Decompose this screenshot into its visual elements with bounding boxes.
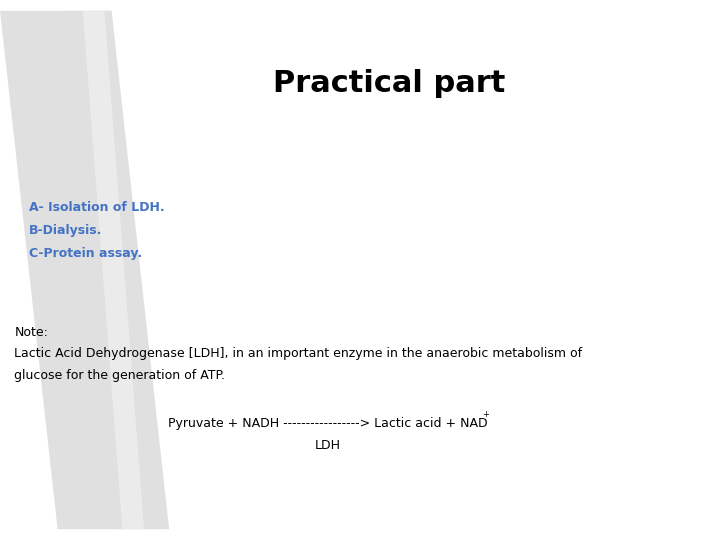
Text: glucose for the generation of ATP.: glucose for the generation of ATP. [14,369,225,382]
Text: Note:: Note: [14,326,48,339]
Text: Practical part: Practical part [273,69,505,98]
Text: B-Dialysis.: B-Dialysis. [29,224,102,237]
Text: LDH: LDH [315,439,341,452]
Text: A- Isolation of LDH.: A- Isolation of LDH. [29,201,164,214]
Polygon shape [65,11,158,529]
Polygon shape [83,11,144,529]
Text: Pyruvate + NADH -----------------> Lactic acid + NAD: Pyruvate + NADH -----------------> Lacti… [168,417,487,430]
Text: C-Protein assay.: C-Protein assay. [29,247,142,260]
Text: +: + [482,410,490,418]
Text: Lactic Acid Dehydrogenase [LDH], in an important enzyme in the anaerobic metabol: Lactic Acid Dehydrogenase [LDH], in an i… [14,347,582,360]
Polygon shape [0,11,169,529]
